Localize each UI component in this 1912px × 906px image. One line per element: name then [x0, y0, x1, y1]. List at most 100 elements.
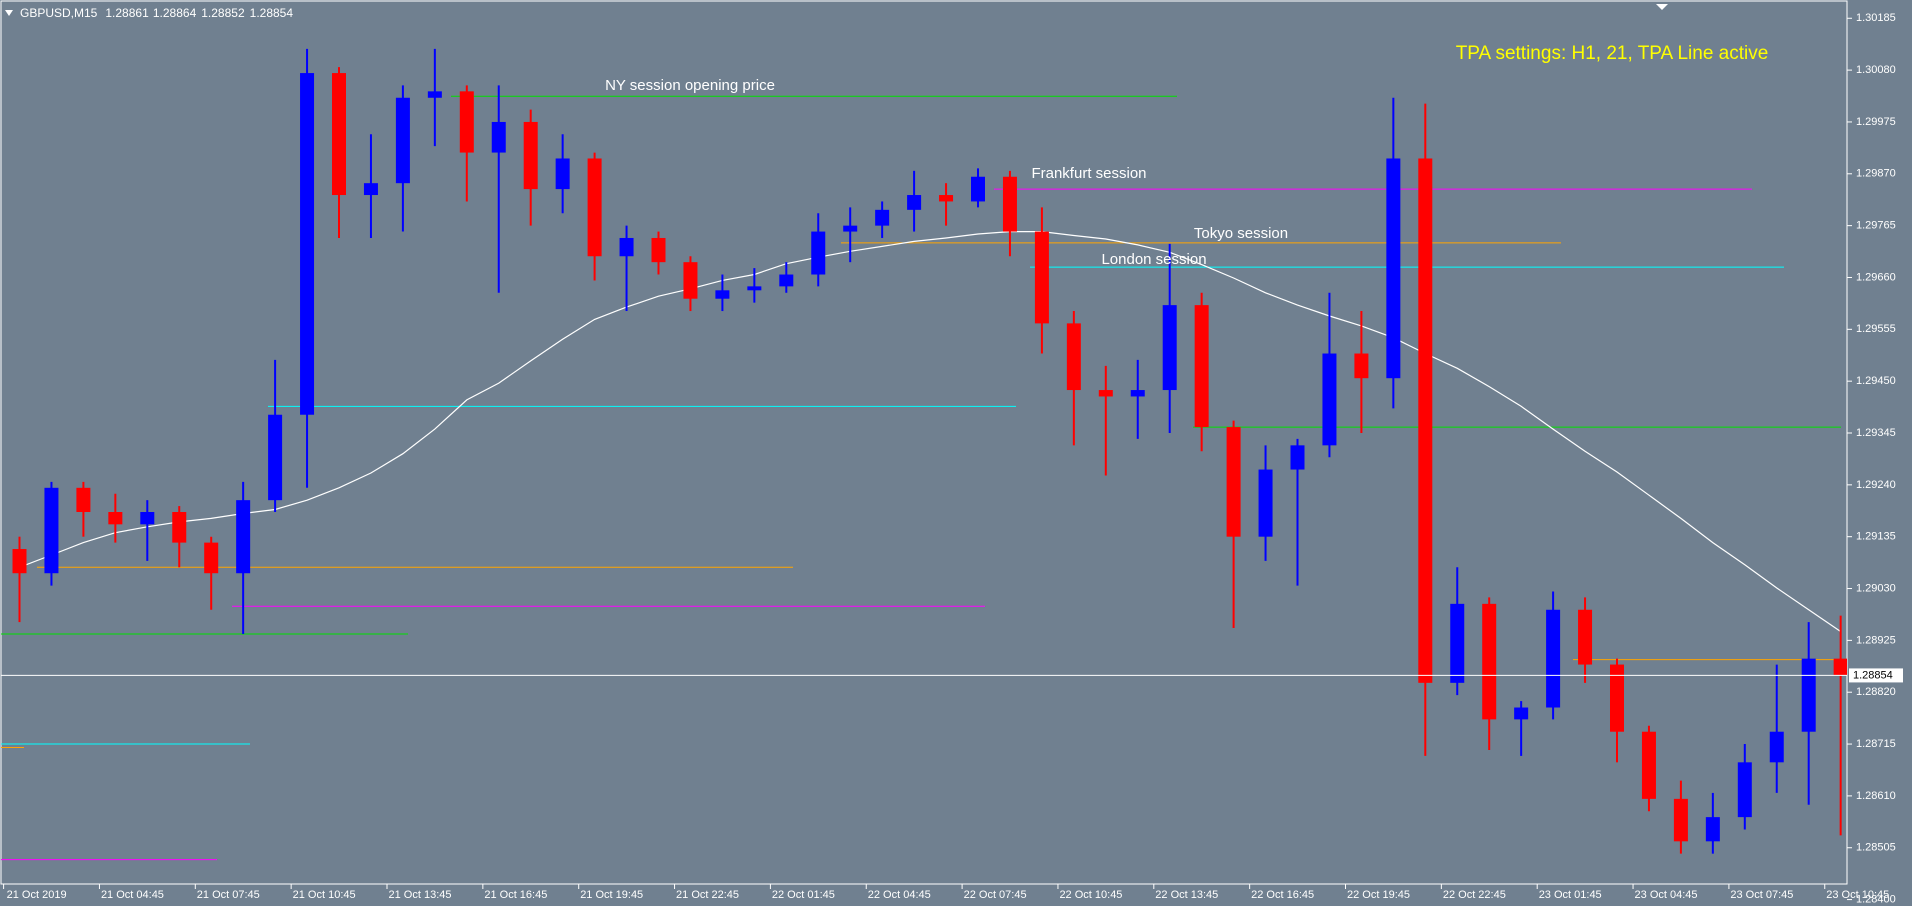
y-tick-label: 1.29240	[1856, 479, 1896, 491]
y-tick-label: 1.29975	[1856, 116, 1896, 128]
candle-body	[1705, 817, 1720, 842]
candle-body	[1578, 609, 1593, 665]
candle-body	[1226, 427, 1241, 537]
candle-body	[811, 231, 826, 275]
candle-body	[459, 91, 474, 153]
candle-body	[907, 195, 922, 210]
y-tick-label: 1.29450	[1856, 375, 1896, 387]
candle-body	[300, 73, 315, 415]
candle-body	[1194, 305, 1209, 428]
candle-body	[715, 290, 730, 299]
close: 1.28854	[250, 6, 294, 20]
high: 1.28864	[153, 6, 197, 20]
shift-marker	[1656, 4, 1668, 10]
x-tick-label: 22 Oct 16:45	[1251, 889, 1314, 901]
candle-body	[1450, 603, 1465, 683]
x-tick-label: 22 Oct 01:45	[772, 889, 835, 901]
candle-body	[1514, 707, 1529, 720]
y-tick-label: 1.30080	[1856, 64, 1896, 76]
candle-body	[1002, 176, 1017, 232]
candle-body	[363, 183, 378, 196]
y-tick-label: 1.29870	[1856, 168, 1896, 180]
candle-body	[268, 414, 283, 501]
candle-body	[1737, 762, 1752, 818]
candle-body	[236, 500, 251, 574]
x-tick-label: 23 Oct 01:45	[1539, 889, 1602, 901]
candle-body	[1034, 231, 1049, 324]
candle-body	[683, 262, 698, 299]
moving-average	[19, 231, 1841, 632]
x-tick-label: 22 Oct 22:45	[1443, 889, 1506, 901]
candle-body	[140, 512, 155, 525]
candle-body	[76, 487, 91, 513]
candle-body	[1673, 798, 1688, 842]
symbol: GBPUSD,M15	[20, 6, 98, 20]
candle-body	[1066, 323, 1081, 391]
candle-body	[1130, 390, 1145, 397]
candle-body	[172, 512, 187, 543]
candle-body	[1833, 658, 1847, 676]
annotation: TPA settings: H1, 21, TPA Line active	[1456, 43, 1769, 64]
last-price-box	[1849, 668, 1903, 683]
y-tick-label: 1.28505	[1856, 842, 1896, 854]
candle-body	[1801, 658, 1816, 732]
candle-body	[1354, 353, 1369, 379]
plot-border	[0, 0, 1848, 885]
candle-body	[1322, 353, 1337, 446]
candle-body	[1482, 603, 1497, 720]
candle-body	[1418, 158, 1433, 683]
low: 1.28852	[201, 6, 245, 20]
candle-body	[587, 158, 602, 257]
candle-body	[395, 97, 410, 184]
candle-body	[875, 209, 890, 226]
x-tick-label: 21 Oct 07:45	[197, 889, 260, 901]
candle-body	[44, 487, 59, 574]
candle-body	[779, 274, 794, 287]
x-tick-label: 21 Oct 19:45	[580, 889, 643, 901]
candle-body	[1290, 445, 1305, 470]
y-tick-label: 1.28400	[1856, 893, 1896, 905]
y-tick-label: 1.29660	[1856, 271, 1896, 283]
x-tick-label: 21 Oct 10:45	[293, 889, 356, 901]
x-tick-label: 21 Oct 2019	[7, 889, 67, 901]
plot-area	[1, 48, 1847, 861]
candle-body	[843, 225, 858, 232]
y-tick-label: 1.28715	[1856, 738, 1896, 750]
candle-body	[939, 195, 954, 202]
x-tick-label: 21 Oct 22:45	[676, 889, 739, 901]
header: GBPUSD,M15 1.28861 1.28864 1.28852 1.28854	[20, 6, 293, 20]
y-tick-label: 1.29555	[1856, 323, 1896, 335]
x-tick-label: 21 Oct 16:45	[484, 889, 547, 901]
x-tick-label: 22 Oct 10:45	[1059, 889, 1122, 901]
candle-body	[651, 237, 666, 263]
candle-body	[12, 549, 27, 574]
candle-body	[1162, 305, 1177, 391]
candle-body	[1641, 731, 1656, 799]
x-tick-label: 21 Oct 13:45	[389, 889, 452, 901]
y-tick-label: 1.29765	[1856, 220, 1896, 232]
candle-body	[523, 121, 538, 190]
candle-body	[204, 542, 219, 574]
candle-body	[491, 121, 506, 153]
session-label: Frankfurt session	[1031, 165, 1146, 182]
y-tick-label: 1.28610	[1856, 790, 1896, 802]
x-tick-label: 23 Oct 04:45	[1635, 889, 1698, 901]
open: 1.28861	[105, 6, 149, 20]
x-tick-label: 21 Oct 04:45	[101, 889, 164, 901]
x-tick-label: 22 Oct 07:45	[964, 889, 1027, 901]
candle-body	[1098, 390, 1113, 397]
candle-body	[555, 158, 570, 190]
x-tick-label: 22 Oct 04:45	[868, 889, 931, 901]
x-tick-label: 22 Oct 19:45	[1347, 889, 1410, 901]
menu-arrow[interactable]	[5, 10, 13, 16]
session-label: NY session opening price	[605, 77, 775, 94]
y-tick-label: 1.30185	[1856, 12, 1896, 24]
candle-body	[427, 91, 442, 98]
candle-body	[1258, 469, 1273, 537]
candle-body	[747, 286, 762, 291]
x-tick-label: 23 Oct 07:45	[1730, 889, 1793, 901]
candle-body	[1546, 609, 1561, 708]
last-price-label: 1.28854	[1853, 669, 1893, 681]
session-label: London session	[1101, 251, 1206, 268]
